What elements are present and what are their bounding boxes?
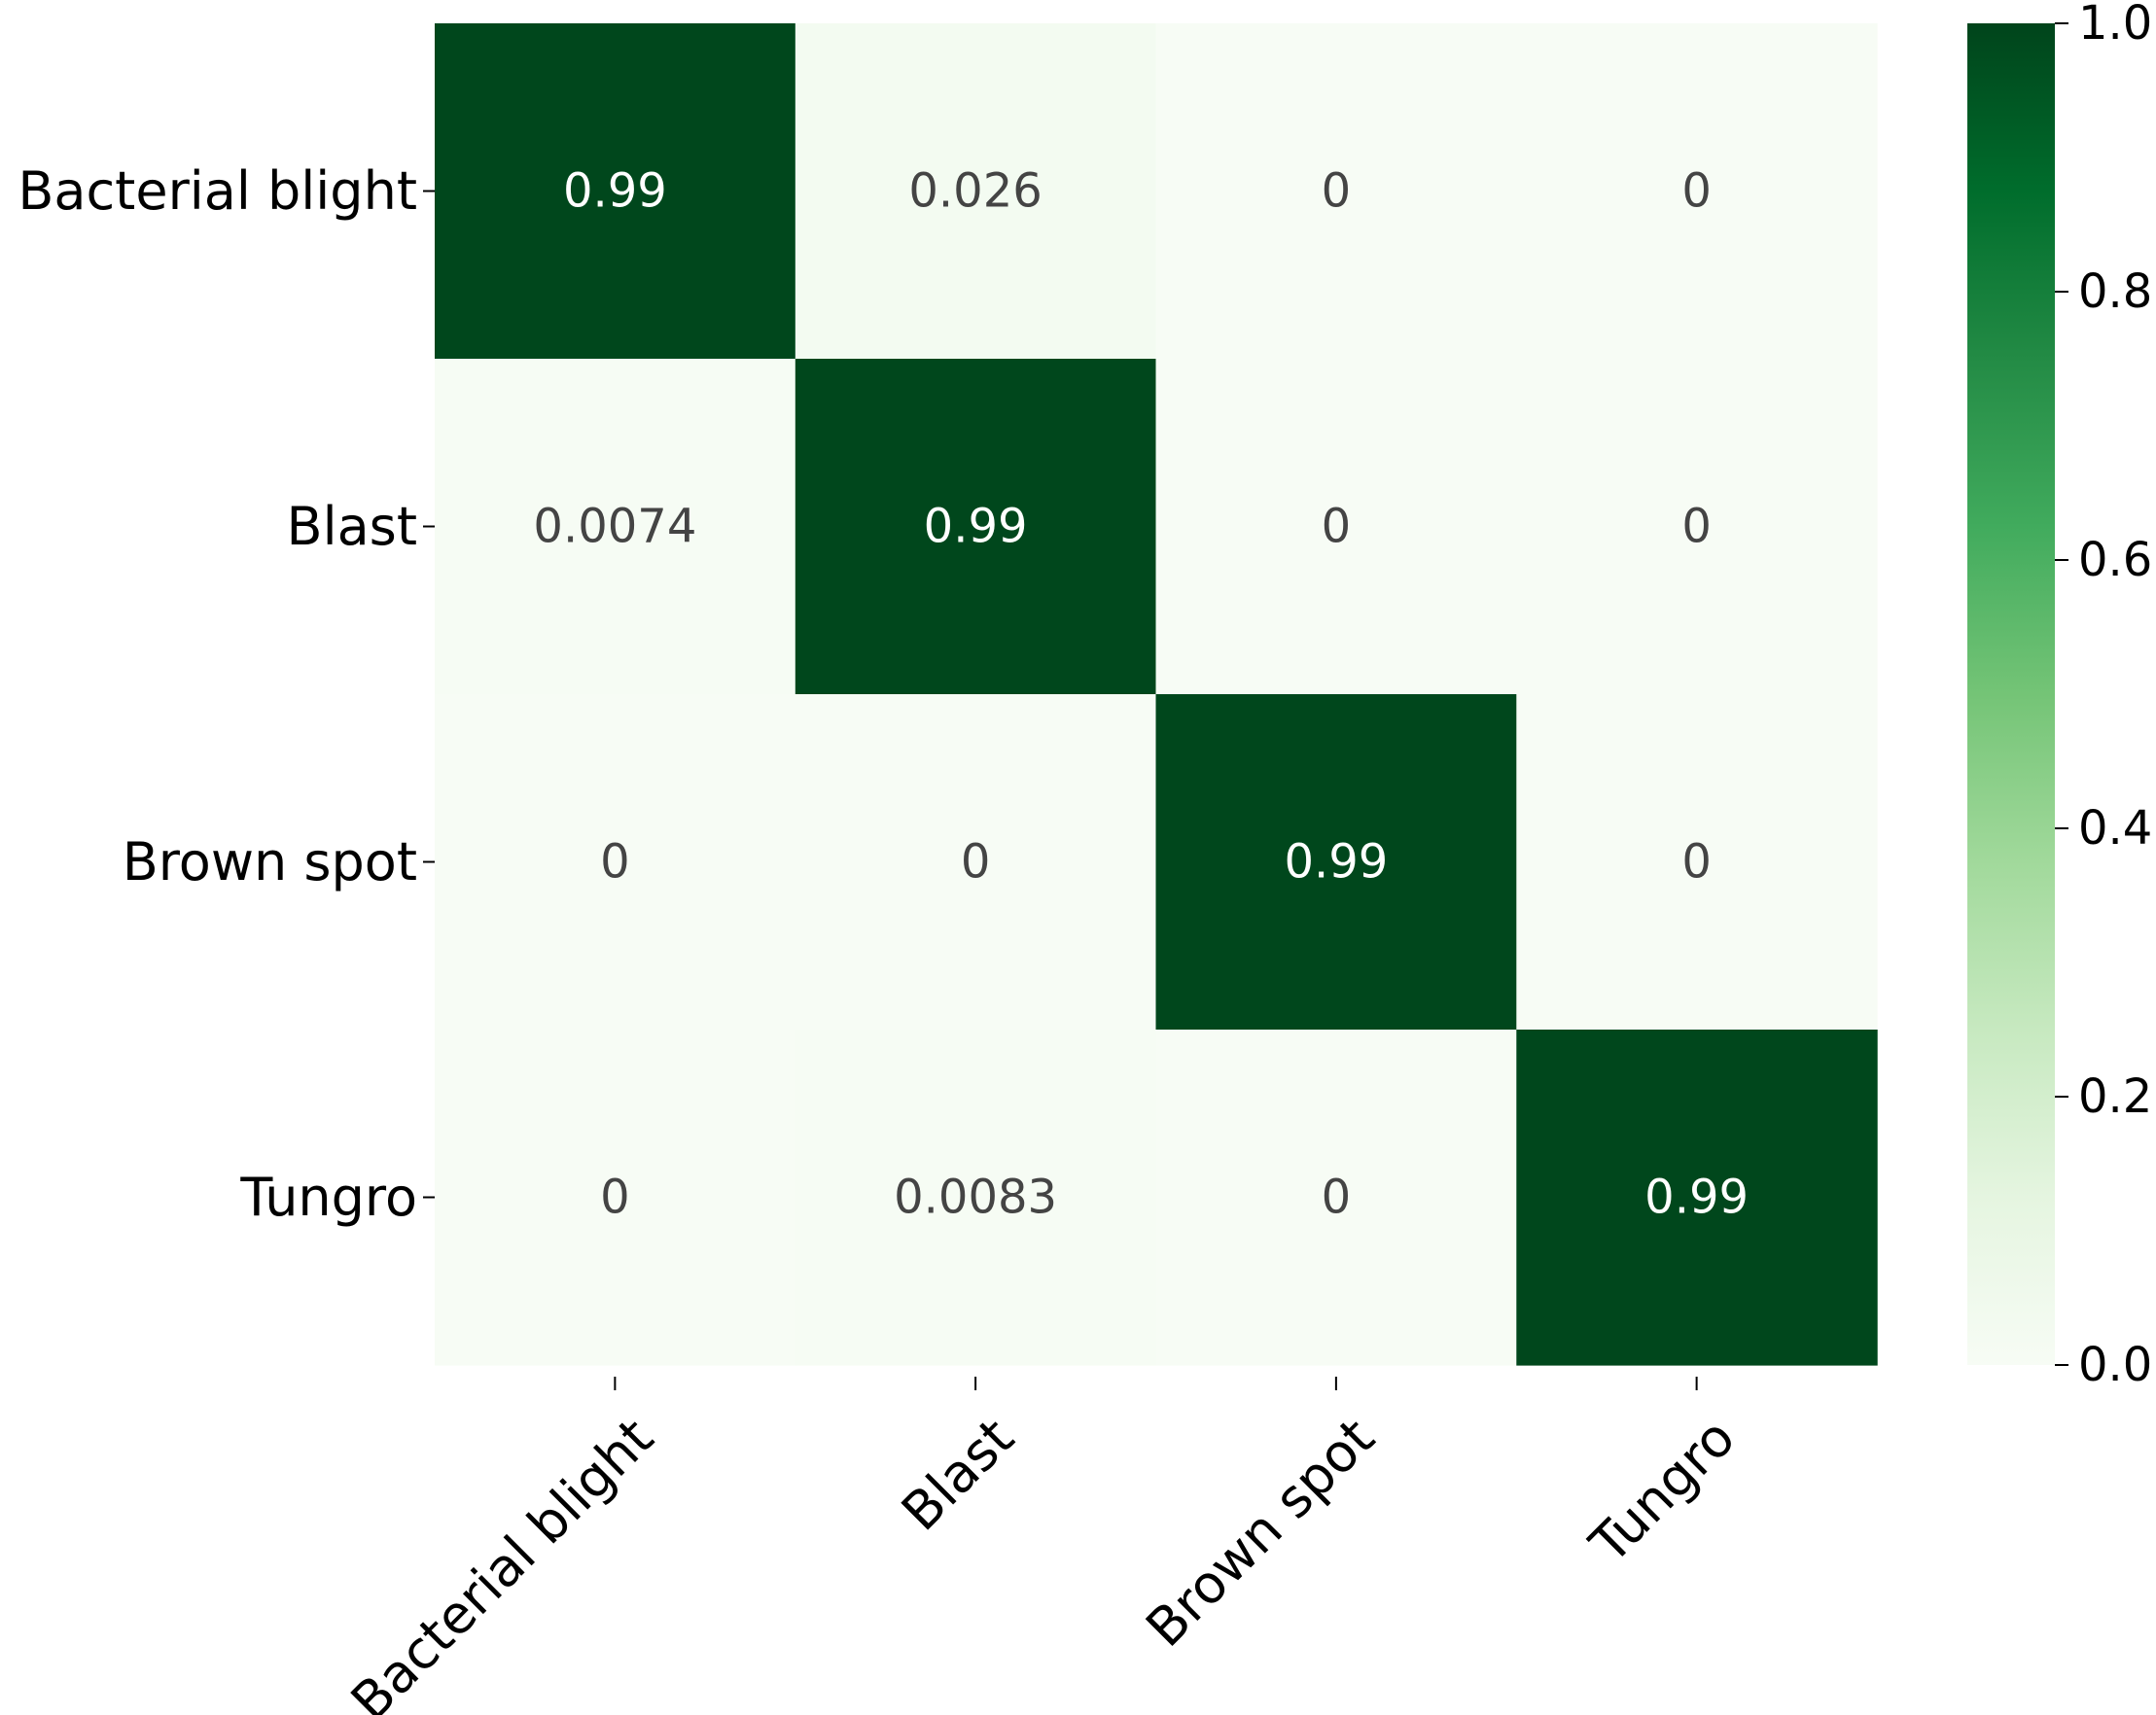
y-axis: Bacterial blight Blast Brown spot Tungro (18, 160, 435, 1228)
heatmap-cell (1155, 359, 1517, 695)
cell-value-label: 0 (1681, 500, 1712, 554)
heatmap-cell (1516, 1030, 1878, 1366)
heatmap-cell (435, 694, 796, 1031)
heatmap-cell (795, 359, 1157, 695)
y-tick-label: Bacterial blight (18, 160, 417, 222)
heatmap-cell (795, 23, 1157, 360)
cell-value-label: 0 (1681, 835, 1712, 890)
heatmap-cell (1516, 23, 1878, 360)
colorbar-tick-label: 0.0 (2078, 1338, 2152, 1392)
cell-value-label: 0.99 (924, 500, 1028, 554)
y-tick-label: Blast (287, 496, 417, 557)
cell-value-label: 0 (1322, 500, 1352, 554)
cell-value-label: 0.99 (563, 164, 667, 219)
heatmap-cell (1155, 1030, 1517, 1366)
colorbar-tick-label: 0.4 (2078, 801, 2152, 856)
heatmap-cell (1155, 694, 1517, 1031)
heatmap-cell (795, 694, 1157, 1031)
heatmap-cell (435, 359, 796, 695)
colorbar (1967, 23, 2055, 1365)
heatmap-cell (1516, 694, 1878, 1031)
cell-value-label: 0.0083 (894, 1171, 1057, 1225)
colorbar-tick-label: 0.2 (2078, 1069, 2152, 1124)
colorbar-gradient (1967, 23, 2055, 1365)
y-tick-label: Tungro (239, 1167, 417, 1228)
cell-value-label: 0.99 (1284, 835, 1388, 890)
x-tick-label: Blast (890, 1407, 1026, 1543)
colorbar-tick-label: 0.6 (2078, 533, 2152, 587)
cell-value-label: 0 (600, 835, 630, 890)
heatmap-cells (435, 23, 1878, 1366)
heatmap-cell (435, 23, 796, 360)
cell-value-label: 0.0074 (533, 500, 696, 554)
cell-value-label: 0 (1322, 1171, 1352, 1225)
x-tick-label: Brown spot (1134, 1407, 1386, 1659)
x-axis: Bacterial blight Blast Brown spot Tungro (339, 1377, 1747, 1715)
x-tick-label: Tungro (1577, 1407, 1747, 1576)
heatmap-cell (1155, 23, 1517, 360)
cell-value-label: 0 (600, 1171, 630, 1225)
colorbar-ticks: 0.0 0.2 0.4 0.6 0.8 1.0 (2055, 0, 2152, 1392)
cell-value-label: 0 (961, 835, 991, 890)
colorbar-tick-label: 0.8 (2078, 264, 2152, 319)
cell-value-label: 0.99 (1644, 1171, 1749, 1225)
cell-value-label: 0 (1322, 164, 1352, 219)
colorbar-tick-label: 1.0 (2078, 0, 2152, 51)
x-tick-label: Bacterial blight (339, 1407, 665, 1715)
cell-value-label: 0.026 (908, 164, 1042, 219)
heatmap-cell-labels: 0.99 0.026 0 0 0.0074 0.99 0 0 0 0 0.99 0 0 0.0083 0 0.… (533, 164, 1749, 1225)
y-tick-label: Brown spot (123, 831, 417, 892)
heatmap-cell (435, 1030, 796, 1366)
heatmap-cell (795, 1030, 1157, 1366)
cell-value-label: 0 (1681, 164, 1712, 219)
heatmap-cell (1516, 359, 1878, 695)
